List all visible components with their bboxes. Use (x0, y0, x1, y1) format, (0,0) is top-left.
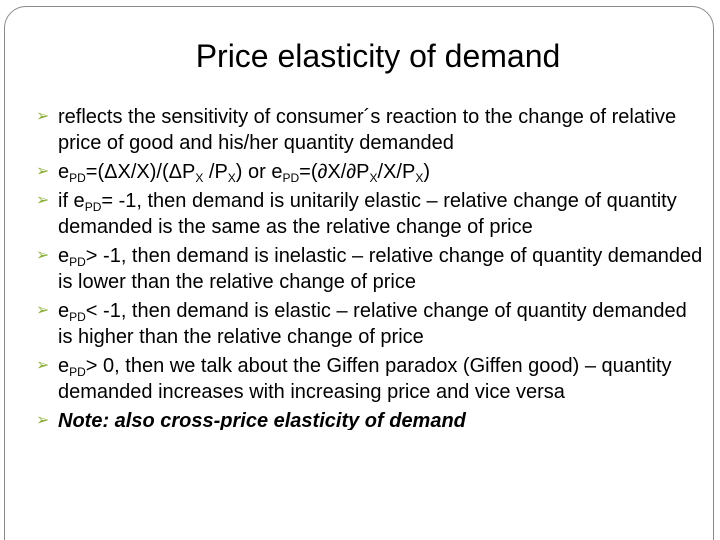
bullet-unitary-elastic: ➢ if ePD= -1, then demand is unitarily e… (36, 188, 706, 240)
bullet-note-cut-off: ➢ Note: also cross-price elasticity of d… (36, 408, 706, 430)
arrow-bullet-icon: ➢ (36, 108, 50, 125)
bullet-sensitivity: ➢ reflects the sensitivity of consumer´s… (36, 104, 706, 156)
bullet-giffen: ➢ ePD> 0, then we talk about the Giffen … (36, 353, 706, 405)
slide-frame (4, 6, 714, 540)
bullet-elastic: ➢ ePD< -1, then demand is elastic – rela… (36, 298, 706, 350)
bullet-text: ePD< -1, then demand is elastic – relati… (58, 300, 687, 348)
arrow-bullet-icon: ➢ (36, 302, 50, 319)
bullet-text: Note: also cross-price elasticity of dem… (58, 410, 466, 430)
arrow-bullet-icon: ➢ (36, 163, 50, 180)
bullet-inelastic: ➢ ePD> -1, then demand is inelastic – re… (36, 243, 706, 295)
bullet-text: reflects the sensitivity of consumer´s r… (58, 106, 677, 154)
arrow-bullet-icon: ➢ (36, 412, 50, 429)
bullet-text: if ePD= -1, then demand is unitarily ela… (58, 190, 677, 238)
formula-text: ePD=(ΔX/X)/(ΔPX /PX) or ePD=(∂X/∂PX/X/PX… (58, 161, 430, 185)
bullet-text: ePD> -1, then demand is inelastic – rela… (58, 245, 703, 293)
bullet-formula: ➢ ePD=(ΔX/X)/(ΔPX /PX) or ePD=(∂X/∂PX/X/… (36, 159, 706, 185)
arrow-bullet-icon: ➢ (36, 357, 50, 374)
arrow-bullet-icon: ➢ (36, 192, 50, 209)
arrow-bullet-icon: ➢ (36, 247, 50, 264)
bullet-text: ePD> 0, then we talk about the Giffen pa… (58, 355, 672, 403)
slide-title: Price elasticity of demand (195, 38, 561, 74)
bullet-list: ➢ reflects the sensitivity of consumer´s… (36, 104, 706, 433)
